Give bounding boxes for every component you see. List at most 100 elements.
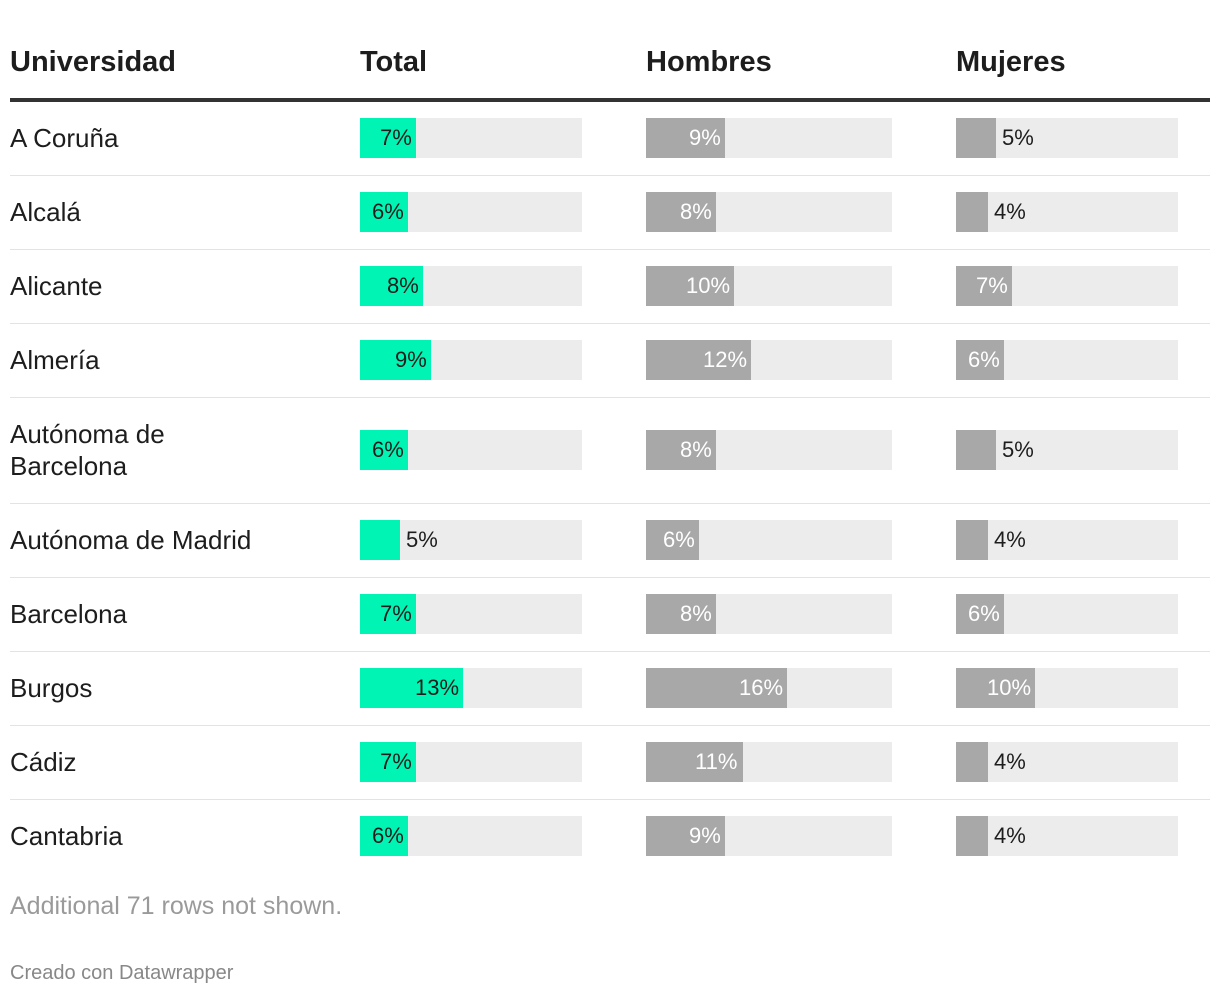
table-row: Cádiz 7% 11% 4% bbox=[10, 726, 1210, 800]
total-cell: 9% bbox=[360, 340, 582, 380]
university-name: Autónoma de Barcelona bbox=[10, 419, 165, 481]
hombres-cell: 9% bbox=[646, 118, 892, 158]
hombres-value-label: 8% bbox=[680, 199, 712, 224]
total-value-label: 6% bbox=[372, 437, 404, 462]
total-bar bbox=[360, 520, 400, 560]
hombres-value-label: 9% bbox=[689, 823, 721, 848]
total-value-label: 9% bbox=[395, 347, 427, 372]
rows-not-shown-note: Additional 71 rows not shown. bbox=[10, 892, 343, 920]
mujeres-value-label: 4% bbox=[994, 527, 1026, 552]
hombres-cell: 8% bbox=[646, 594, 892, 634]
total-bar bbox=[360, 340, 431, 380]
mujeres-bar bbox=[956, 192, 988, 232]
hombres-bar bbox=[646, 668, 787, 708]
table-body: A Coruña 7% 9% 5% Alcalá 6% 8% 4% Alicante 8% 10% 7… bbox=[10, 102, 1210, 874]
total-bar bbox=[360, 118, 416, 158]
table-row: Autónoma de Barcelona 6% 8% 5% bbox=[10, 398, 1210, 504]
total-value-label: 6% bbox=[372, 199, 404, 224]
mujeres-value-label: 5% bbox=[1002, 125, 1034, 150]
total-cell: 7% bbox=[360, 118, 582, 158]
header-universidad[interactable]: Universidad bbox=[10, 46, 176, 78]
mujeres-bar bbox=[956, 118, 996, 158]
total-value-label: 13% bbox=[415, 675, 460, 700]
university-name: Cantabria bbox=[10, 821, 123, 851]
mujeres-cell: 10% bbox=[956, 668, 1178, 708]
university-name: Cádiz bbox=[10, 747, 77, 777]
hombres-value-label: 8% bbox=[680, 437, 712, 462]
total-bar bbox=[360, 430, 408, 470]
header-total[interactable]: Total bbox=[360, 46, 428, 78]
mujeres-bar bbox=[956, 520, 988, 560]
data-table: Universidad Total Hombres Mujeres A Coru… bbox=[10, 0, 1210, 874]
hombres-bar bbox=[646, 816, 725, 856]
hombres-bar bbox=[646, 340, 751, 380]
mujeres-value-label: 5% bbox=[1002, 437, 1034, 462]
university-name: Burgos bbox=[10, 673, 93, 703]
total-cell: 5% bbox=[360, 520, 582, 560]
university-name: Barcelona bbox=[10, 599, 128, 629]
mujeres-cell: 4% bbox=[956, 192, 1178, 232]
hombres-bar bbox=[646, 520, 699, 560]
mujeres-bar bbox=[956, 266, 1012, 306]
mujeres-value-label: 4% bbox=[994, 823, 1026, 848]
hombres-bar bbox=[646, 266, 734, 306]
table-row: Almería 9% 12% 6% bbox=[10, 324, 1210, 398]
table-header: Universidad Total Hombres Mujeres bbox=[10, 0, 1210, 102]
university-name: Alicante bbox=[10, 271, 103, 301]
mujeres-value-label: 6% bbox=[968, 601, 1000, 626]
table-row: Barcelona 7% 8% 6% bbox=[10, 578, 1210, 652]
total-cell: 8% bbox=[360, 266, 582, 306]
hombres-cell: 11% bbox=[646, 742, 892, 782]
mujeres-cell: 4% bbox=[956, 816, 1178, 856]
total-bar bbox=[360, 816, 408, 856]
mujeres-value-label: 6% bbox=[968, 347, 1000, 372]
hombres-cell: 8% bbox=[646, 430, 892, 470]
hombres-value-label: 8% bbox=[680, 601, 712, 626]
mujeres-cell: 6% bbox=[956, 340, 1178, 380]
table-row: Alicante 8% 10% 7% bbox=[10, 250, 1210, 324]
total-value-label: 7% bbox=[380, 125, 412, 150]
university-name: Autónoma de Madrid bbox=[10, 525, 252, 555]
mujeres-bar bbox=[956, 340, 1004, 380]
hombres-cell: 9% bbox=[646, 816, 892, 856]
mujeres-value-label: 7% bbox=[976, 273, 1008, 298]
hombres-bar bbox=[646, 594, 716, 634]
total-value-label: 8% bbox=[387, 273, 419, 298]
total-value-label: 7% bbox=[380, 749, 412, 774]
total-cell: 6% bbox=[360, 816, 582, 856]
total-cell: 6% bbox=[360, 192, 582, 232]
table-row: Cantabria 6% 9% 4% bbox=[10, 800, 1210, 874]
university-name: A Coruña bbox=[10, 123, 119, 153]
hombres-bar bbox=[646, 430, 716, 470]
total-cell: 7% bbox=[360, 742, 582, 782]
hombres-cell: 12% bbox=[646, 340, 892, 380]
total-cell: 7% bbox=[360, 594, 582, 634]
mujeres-bar bbox=[956, 816, 988, 856]
total-value-label: 6% bbox=[372, 823, 404, 848]
hombres-cell: 8% bbox=[646, 192, 892, 232]
hombres-value-label: 10% bbox=[686, 273, 731, 298]
hombres-bar bbox=[646, 192, 716, 232]
mujeres-cell: 6% bbox=[956, 594, 1178, 634]
mujeres-value-label: 4% bbox=[994, 749, 1026, 774]
mujeres-value-label: 4% bbox=[994, 199, 1026, 224]
mujeres-cell: 5% bbox=[956, 430, 1178, 470]
hombres-bar bbox=[646, 118, 725, 158]
datawrapper-credit[interactable]: Creado con Datawrapper bbox=[10, 962, 234, 984]
mujeres-bar bbox=[956, 430, 996, 470]
mujeres-cell: 4% bbox=[956, 742, 1178, 782]
university-name: Almería bbox=[10, 345, 100, 375]
total-cell: 6% bbox=[360, 430, 582, 470]
hombres-value-label: 16% bbox=[739, 675, 784, 700]
university-name: Alcalá bbox=[10, 197, 81, 227]
mujeres-cell: 4% bbox=[956, 520, 1178, 560]
mujeres-bar bbox=[956, 742, 988, 782]
total-bar bbox=[360, 742, 416, 782]
header-mujeres[interactable]: Mujeres bbox=[956, 46, 1066, 78]
hombres-value-label: 11% bbox=[695, 749, 738, 774]
table-row: Autónoma de Madrid 5% 6% 4% bbox=[10, 504, 1210, 578]
hombres-bar bbox=[646, 742, 743, 782]
header-hombres[interactable]: Hombres bbox=[646, 46, 772, 78]
mujeres-cell: 7% bbox=[956, 266, 1178, 306]
total-cell: 13% bbox=[360, 668, 582, 708]
